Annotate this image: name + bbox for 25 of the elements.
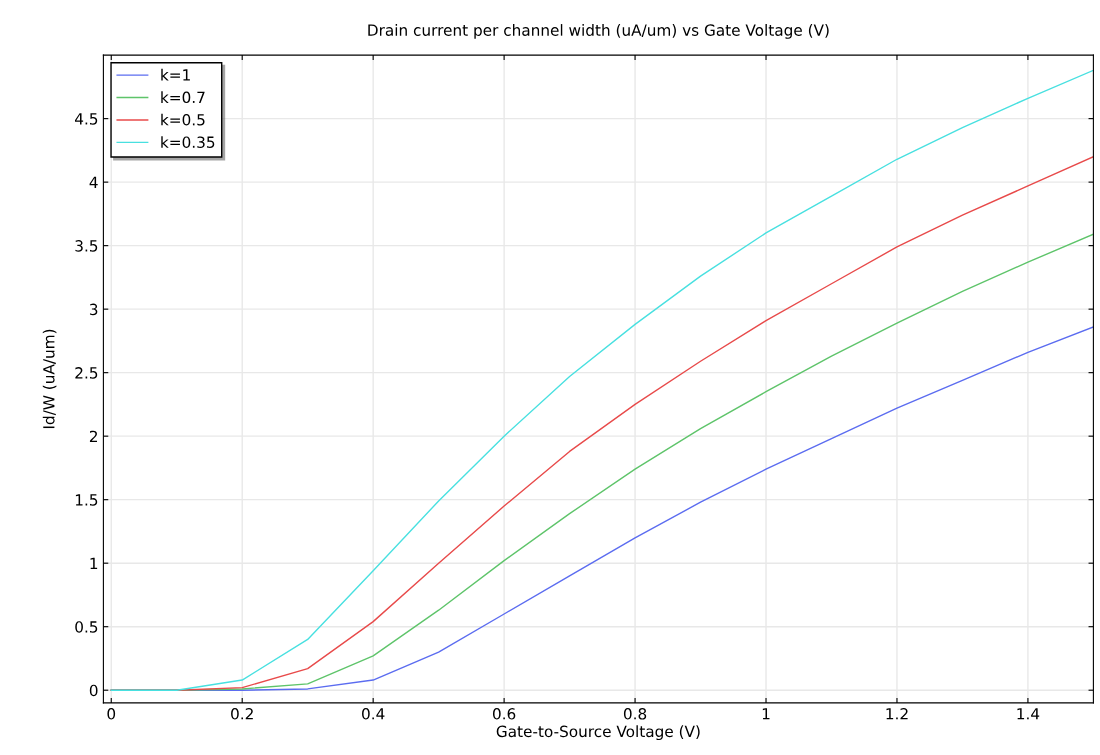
x-tick-label: 1.2 xyxy=(886,708,908,720)
y-tick-label: 3.5 xyxy=(75,240,98,252)
y-tick-label: 1.5 xyxy=(75,494,98,506)
legend-label: k=1 xyxy=(161,68,190,81)
legend-label: k=0.7 xyxy=(161,91,205,104)
y-tick-label: 1 xyxy=(90,557,98,569)
x-tick-label: 0.2 xyxy=(231,708,253,720)
x-axis-title: Gate-to-Source Voltage (V) xyxy=(496,725,700,741)
y-tick-label: 3 xyxy=(89,303,98,316)
x-tick-label: 1 xyxy=(762,708,770,720)
chart-title: Drain current per channel width (uA/um) vs Gate Voltage (V) xyxy=(368,24,829,39)
y-tick-label: 0.5 xyxy=(75,621,98,633)
x-tick-label: 0 xyxy=(107,708,116,720)
y-tick-label: 0 xyxy=(89,684,98,697)
legend-label: k=0.5 xyxy=(161,113,205,126)
x-tick-label: 0.8 xyxy=(623,708,647,720)
legend-label: k=0.35 xyxy=(161,136,215,148)
x-tick-label: 0.4 xyxy=(362,708,385,720)
y-tick-label: 2.5 xyxy=(75,367,98,379)
y-axis-title: Id/W (uA/um) xyxy=(42,329,57,429)
y-tick-label: 4.5 xyxy=(74,113,98,125)
y-tick-label: 2 xyxy=(89,430,98,442)
y-tick-label: 4 xyxy=(89,176,98,188)
x-tick-label: 1.4 xyxy=(1017,708,1040,720)
x-tick-label: 0.6 xyxy=(492,708,516,720)
